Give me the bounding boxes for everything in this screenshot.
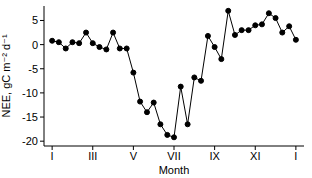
svg-text:Month: Month <box>159 164 190 176</box>
svg-text:IX: IX <box>209 150 220 162</box>
svg-text:V: V <box>130 150 138 162</box>
svg-text:5: 5 <box>32 14 38 26</box>
svg-text:-5: -5 <box>28 63 38 75</box>
svg-text:-15: -15 <box>22 111 38 123</box>
svg-text:0: 0 <box>32 39 38 51</box>
svg-text:I: I <box>294 150 297 162</box>
svg-text:-10: -10 <box>22 87 38 99</box>
svg-text:-20: -20 <box>22 135 38 147</box>
svg-text:XI: XI <box>250 150 260 162</box>
svg-text:NEE, gC m⁻² d⁻¹: NEE, gC m⁻² d⁻¹ <box>8 34 12 117</box>
svg-text:VII: VII <box>167 150 180 162</box>
svg-text:I: I <box>51 150 54 162</box>
svg-text:III: III <box>88 150 97 162</box>
